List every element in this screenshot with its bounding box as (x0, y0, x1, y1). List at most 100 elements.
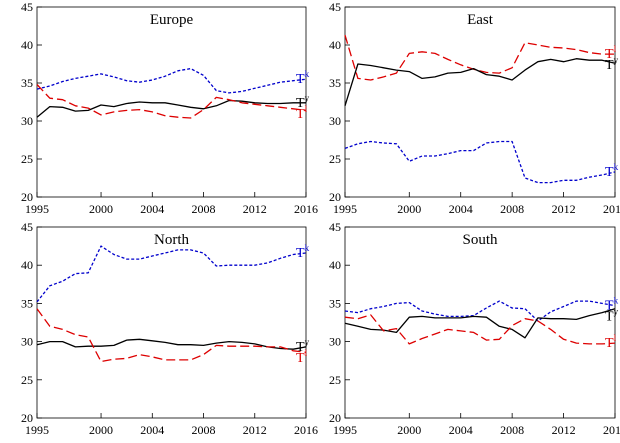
series-name: T (296, 72, 305, 87)
x-tick-label: 1995 (333, 423, 357, 437)
series-line-l (344, 34, 615, 81)
series-end-label-y: Ty (605, 307, 619, 325)
series-line-k (344, 140, 616, 184)
series-superscript: y (614, 307, 619, 317)
series-line-k (36, 67, 307, 94)
series-end-label-y: Ty (296, 93, 310, 111)
x-tick-label: 2012 (552, 423, 576, 437)
series-superscript: l (614, 44, 617, 54)
series-name: T (605, 47, 614, 62)
x-tick-label: 2004 (449, 423, 473, 437)
series-line-y (36, 99, 306, 118)
x-tick-label: 2016 (603, 202, 620, 216)
panel-title: East (467, 12, 494, 28)
series-name: T (296, 351, 305, 366)
x-tick-label: 1995 (25, 202, 49, 216)
series-superscript: l (305, 104, 308, 114)
y-tick-label: 45 (21, 0, 33, 14)
y-tick-label: 20 (21, 411, 33, 425)
y-tick-label: 45 (329, 0, 341, 14)
x-tick-label: 2000 (397, 202, 421, 216)
series-superscript: k (305, 69, 310, 79)
series-name: T (605, 310, 614, 325)
x-tick-label: 2016 (294, 202, 318, 216)
series-end-label-l: Tl (605, 333, 617, 351)
series-end-label-k: Tk (605, 162, 619, 180)
panel-europe: 20 25 30 35 40 45 1995 2000 2004 2008 2012 2016 Euro… (21, 0, 318, 216)
y-tick-label: 25 (329, 373, 341, 387)
x-tick-label: 2000 (89, 202, 113, 216)
x-tick-label: 2004 (140, 202, 164, 216)
y-tick-label: 20 (329, 411, 341, 425)
y-tick-label: 35 (329, 296, 341, 310)
series-name: T (605, 336, 614, 351)
x-tick-label: 1995 (25, 423, 49, 437)
series-end-label-k: Tk (296, 69, 310, 87)
x-tick-label: 2012 (552, 202, 576, 216)
x-tick-label: 2016 (603, 423, 620, 437)
x-tick-label: 2016 (294, 423, 318, 437)
y-tick-label: 25 (21, 373, 33, 387)
series-superscript: l (305, 348, 308, 358)
panel-title: North (154, 232, 189, 248)
series-name: T (296, 246, 305, 261)
y-tick-label: 30 (329, 335, 341, 349)
panel-north: 20 25 30 35 40 45 1995 2000 2004 2008 2012 2016 Nort… (21, 220, 318, 437)
y-tick-label: 35 (329, 76, 341, 90)
series-name: T (296, 107, 305, 122)
x-tick-label: 2008 (500, 423, 524, 437)
series-name: T (605, 165, 614, 180)
series-line-y (344, 308, 616, 339)
x-tick-label: 2012 (243, 423, 267, 437)
series-superscript: y (614, 55, 619, 65)
plot-frame (36, 6, 307, 198)
series-end-label-l: Tl (605, 44, 617, 62)
series-line-k (36, 245, 307, 303)
y-tick-label: 20 (21, 190, 33, 204)
plot-frame (344, 6, 616, 198)
y-tick-label: 30 (21, 335, 33, 349)
x-tick-label: 2008 (192, 202, 216, 216)
series-superscript: l (614, 333, 617, 343)
series-superscript: k (614, 162, 619, 172)
series-end-label-l: Tl (296, 348, 308, 366)
y-tick-label: 35 (21, 296, 33, 310)
series-line-k (344, 300, 616, 322)
x-tick-label: 2008 (192, 423, 216, 437)
series-line-l (36, 308, 307, 363)
y-tick-label: 25 (21, 152, 33, 166)
series-superscript: k (305, 243, 310, 253)
y-tick-label: 40 (329, 258, 341, 272)
series-line-l (344, 314, 616, 345)
series-name: T (296, 340, 305, 355)
plot-frame (36, 226, 307, 419)
series-superscript: y (305, 93, 310, 103)
series-name: T (605, 299, 614, 314)
y-tick-label: 40 (21, 38, 33, 52)
series-end-label-y: Ty (605, 55, 619, 73)
x-tick-label: 2004 (140, 423, 164, 437)
series-line-l (36, 84, 307, 119)
x-tick-label: 2004 (449, 202, 473, 216)
y-tick-label: 25 (329, 152, 341, 166)
series-end-label-l: Tl (296, 104, 308, 122)
y-tick-label: 45 (329, 220, 341, 234)
series-line-y (344, 58, 616, 106)
y-tick-label: 45 (21, 220, 33, 234)
panel-title: Europe (150, 12, 194, 28)
x-tick-label: 2012 (243, 202, 267, 216)
y-tick-label: 30 (329, 114, 341, 128)
y-tick-label: 40 (21, 258, 33, 272)
series-line-y (36, 338, 307, 350)
series-superscript: k (614, 296, 619, 306)
panel-east: 20 25 30 35 40 45 1995 2000 2004 2008 2012 2016 East… (329, 0, 620, 216)
y-tick-label: 30 (21, 114, 33, 128)
panel-south: 20 25 30 35 40 45 1995 2000 2004 2008 2012 2016 Sout… (329, 220, 620, 437)
x-tick-label: 1995 (333, 202, 357, 216)
plot-frame (344, 226, 616, 419)
x-tick-label: 2000 (397, 423, 421, 437)
panel-title: South (462, 232, 498, 248)
x-tick-label: 2000 (89, 423, 113, 437)
series-end-label-k: Tk (296, 243, 310, 261)
